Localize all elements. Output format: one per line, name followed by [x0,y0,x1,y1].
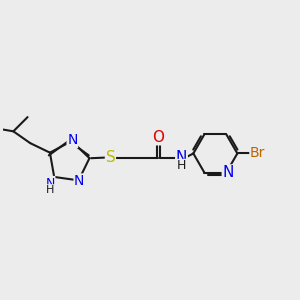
Text: H: H [177,160,186,172]
Text: N: N [222,165,234,180]
Text: H: H [46,185,54,195]
Text: N: N [74,174,85,188]
Text: Br: Br [250,146,265,161]
Text: N: N [45,176,55,190]
Text: O: O [152,130,164,145]
Text: N: N [67,134,78,147]
Text: S: S [106,150,115,165]
Text: N: N [176,150,187,165]
